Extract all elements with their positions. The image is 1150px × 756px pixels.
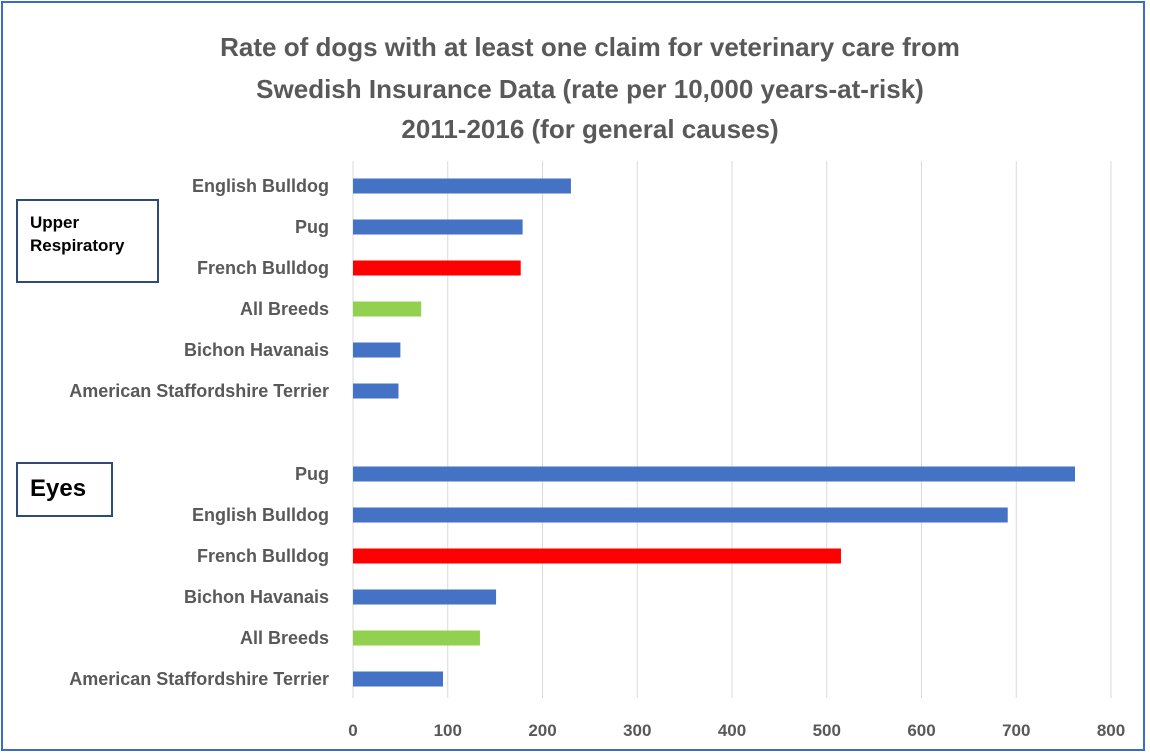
x-tick-label-600: 600 bbox=[907, 721, 935, 740]
gridlines bbox=[352, 161, 1112, 698]
bar-upper-respiratory-american-staffordshire-terrier bbox=[353, 383, 399, 399]
x-tick-label-700: 700 bbox=[1002, 721, 1030, 740]
x-tick-label-100: 100 bbox=[434, 721, 462, 740]
bar-upper-respiratory-french-bulldog bbox=[353, 260, 521, 276]
category-label-upper-respiratory-pug: Pug bbox=[295, 217, 329, 237]
group-label-upper-respiratory-text: Upper Respiratory bbox=[30, 213, 125, 255]
bar-upper-respiratory-pug bbox=[353, 219, 523, 235]
category-label-upper-respiratory-all-breeds: All Breeds bbox=[240, 299, 329, 319]
category-label-upper-respiratory-english-bulldog: English Bulldog bbox=[192, 176, 329, 196]
group-label-upper-respiratory: Upper Respiratory bbox=[16, 199, 159, 283]
category-label-eyes-french-bulldog: French Bulldog bbox=[197, 546, 329, 566]
x-tick-label-200: 200 bbox=[528, 721, 556, 740]
chart-title-line-1: Rate of dogs with at least one claim for… bbox=[220, 32, 960, 62]
x-tick-label-400: 400 bbox=[718, 721, 746, 740]
x-tick-label-300: 300 bbox=[623, 721, 651, 740]
group-label-eyes: Eyes bbox=[16, 462, 113, 517]
chart-title: Rate of dogs with at least one claim for… bbox=[220, 32, 960, 144]
x-axis-tick-labels: 0 100 200 300 400 500 600 700 800 bbox=[348, 721, 1125, 740]
bar-eyes-english-bulldog bbox=[353, 507, 1008, 523]
bar-upper-respiratory-english-bulldog bbox=[353, 178, 571, 194]
category-label-upper-respiratory-french-bulldog: French Bulldog bbox=[197, 258, 329, 278]
bar-eyes-american-staffordshire-terrier bbox=[353, 671, 444, 687]
bar-upper-respiratory-bichon-havanais bbox=[353, 342, 401, 358]
category-label-eyes-bichon-havanais: Bichon Havanais bbox=[184, 587, 329, 607]
bar-eyes-all-breeds bbox=[353, 630, 480, 646]
bars bbox=[353, 178, 1075, 687]
group-label-eyes-text: Eyes bbox=[30, 475, 87, 502]
category-label-upper-respiratory-bichon-havanais: Bichon Havanais bbox=[184, 340, 329, 360]
chart-title-line-3: 2011-2016 (for general causes) bbox=[401, 114, 778, 144]
bar-eyes-french-bulldog bbox=[353, 548, 841, 564]
x-tick-label-500: 500 bbox=[813, 721, 841, 740]
category-label-eyes-all-breeds: All Breeds bbox=[240, 628, 329, 648]
category-label-eyes-english-bulldog: English Bulldog bbox=[192, 505, 329, 525]
x-tick-label-0: 0 bbox=[348, 721, 357, 740]
category-labels: English Bulldog Pug French Bulldog All Bree… bbox=[69, 176, 329, 689]
category-label-eyes-american-staffordshire-terrier: American Staffordshire Terrier bbox=[69, 669, 329, 689]
category-label-eyes-pug: Pug bbox=[295, 464, 329, 484]
chart-title-line-2: Swedish Insurance Data (rate per 10,000 … bbox=[256, 74, 924, 104]
bar-eyes-bichon-havanais bbox=[353, 589, 497, 605]
x-tick-label-800: 800 bbox=[1097, 721, 1125, 740]
bar-eyes-pug bbox=[353, 466, 1075, 482]
category-label-upper-respiratory-american-staffordshire-terrier: American Staffordshire Terrier bbox=[69, 381, 329, 401]
bar-chart: Rate of dogs with at least one claim for… bbox=[69, 32, 1125, 740]
bar-upper-respiratory-all-breeds bbox=[353, 301, 422, 317]
